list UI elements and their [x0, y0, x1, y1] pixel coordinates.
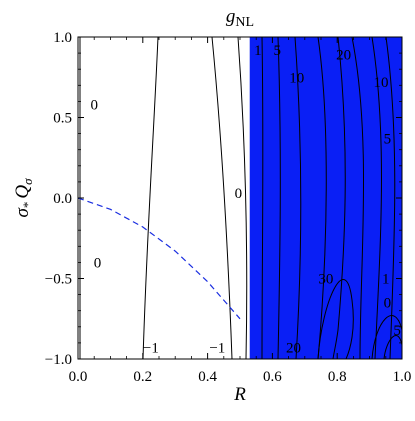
contour-line-zero-mid — [237, 37, 248, 359]
contour-lines — [79, 37, 402, 359]
tick-labels: 0.0 0.2 0.4 0.6 0.8 1.0 −1.0 −0.5 0.0 0.5 1.0 — [45, 30, 412, 385]
chart-title-base: g — [226, 6, 236, 27]
y-axis-title-mid: Q — [12, 185, 33, 199]
x-tick-label: 0.2 — [133, 369, 152, 385]
contour-label: 10 — [373, 75, 388, 91]
contour-label: −1 — [209, 341, 225, 357]
y-tick-label: 1.0 — [53, 30, 72, 46]
y-tick-label: 0.5 — [53, 111, 72, 127]
contour-label: 20 — [286, 341, 301, 357]
chart-title-sub: NL — [235, 15, 254, 30]
contour-line-shade-b — [277, 37, 281, 359]
contour-line-shade-e — [332, 37, 346, 359]
x-tick-label: 0.6 — [263, 369, 282, 385]
contour-loop-bottom-right-2 — [383, 335, 402, 359]
x-tick-label: 0.8 — [328, 369, 347, 385]
contour-loop-30 — [317, 279, 354, 359]
x-axis-title: R — [233, 384, 246, 405]
contour-label: 5 — [274, 43, 282, 59]
contour-label: 0 — [90, 98, 98, 114]
contour-line-shade-d — [317, 37, 327, 359]
contour-label: 5 — [393, 323, 401, 339]
y-axis-title-main: σ — [12, 208, 33, 218]
x-tick-label: 1.0 — [393, 369, 412, 385]
chart-title: gNL — [226, 6, 254, 30]
contour-label: 0 — [235, 186, 243, 202]
x-tick-label: 0.0 — [69, 369, 88, 385]
x-tick-label: 0.4 — [198, 369, 217, 385]
contour-label: 0 — [94, 255, 102, 271]
y-axis-title: σ*Qσ — [12, 178, 35, 218]
contour-line-shade-f — [351, 37, 365, 359]
contour-line-shade-g — [371, 37, 382, 359]
contour-line-shade-c — [294, 37, 302, 359]
y-axis-title-sub2: σ — [20, 178, 35, 185]
y-tick-label: 0.0 — [53, 191, 72, 207]
y-tick-label: −1.0 — [45, 352, 72, 368]
contour-label: 10 — [289, 70, 304, 86]
contour-line-shade-h — [385, 37, 396, 359]
contour-label: 5 — [384, 131, 392, 147]
contour-label: −1 — [143, 341, 159, 357]
contour-label: 0 — [384, 296, 392, 312]
axis-ticks — [77, 36, 403, 360]
contour-label: 20 — [336, 48, 351, 64]
contour-label: 30 — [318, 272, 333, 288]
contour-line-minus1-right — [211, 37, 233, 359]
y-axis-title-sub1: * — [20, 202, 35, 209]
contour-loop-bottom-right — [371, 315, 402, 359]
contour-line-minus1-left — [142, 37, 159, 359]
dashed-curve — [77, 197, 241, 320]
contour-label: 1 — [254, 43, 262, 59]
y-tick-label: −0.5 — [45, 272, 72, 288]
contour-label: 1 — [382, 272, 390, 288]
contour-line-shade-a — [261, 37, 264, 359]
